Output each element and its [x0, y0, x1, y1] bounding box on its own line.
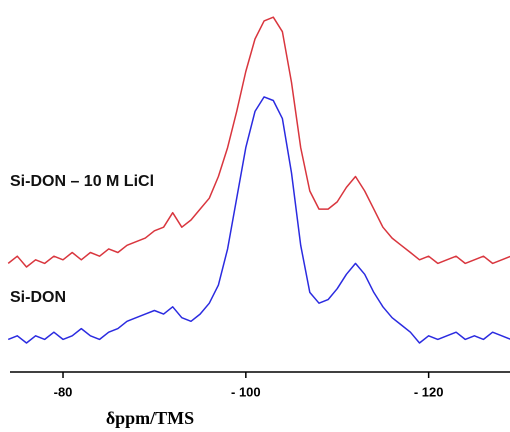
- series-label: Si-DON – 10 M LiCl: [10, 173, 154, 190]
- x-tick-label: - 100: [231, 384, 261, 399]
- x-tick-label: - 120: [414, 384, 444, 399]
- series-label: Si-DON: [10, 289, 66, 306]
- x-tick-label: -80: [54, 384, 73, 399]
- x-axis-title: δppm/TMS: [106, 408, 194, 428]
- series-line: [7, 16, 510, 268]
- series-line: [7, 96, 510, 344]
